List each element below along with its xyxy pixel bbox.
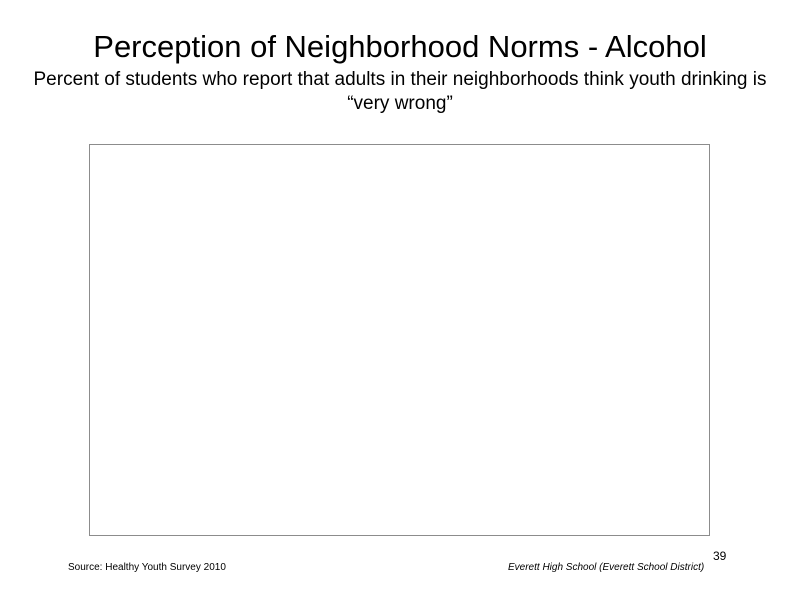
- school-name: Everett High School (Everett School Dist…: [508, 562, 705, 573]
- slide-subtitle: Percent of students who report that adul…: [33, 69, 767, 114]
- page-number: 39: [713, 549, 727, 563]
- source-note: Source: Healthy Youth Survey 2010: [68, 562, 226, 573]
- slide-title: Perception of Neighborhood Norms - Alcoh…: [93, 29, 707, 64]
- chart-frame: [89, 144, 710, 536]
